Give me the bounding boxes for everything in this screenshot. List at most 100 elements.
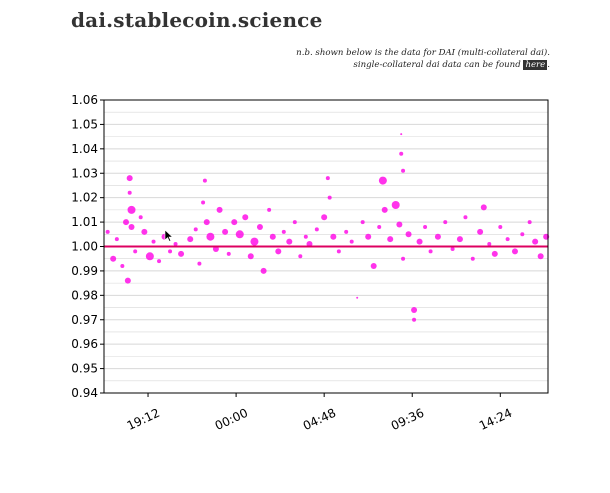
price-point (505, 237, 510, 242)
price-point (269, 233, 276, 240)
price-point (377, 224, 382, 229)
price-point (401, 256, 406, 261)
price-point (216, 206, 223, 213)
y-tick-label: 0.96 (71, 337, 98, 351)
price-point (247, 253, 254, 260)
price-point (356, 296, 359, 299)
y-tick-label: 0.94 (71, 386, 98, 400)
price-point (222, 228, 229, 235)
price-point (400, 133, 403, 136)
price-point (480, 204, 487, 211)
price-point (127, 205, 136, 214)
price-point (470, 256, 475, 261)
price-point (203, 219, 210, 226)
price-point (145, 252, 154, 261)
price-point (298, 254, 303, 259)
price-point (491, 250, 498, 257)
price-point (242, 214, 249, 221)
y-tick-label: 1.04 (71, 142, 98, 156)
price-point (428, 249, 433, 254)
axes: 1.06 1.05 1.04 1.03 1.02 1.01 1.00 0.99 0.98 0.97… (71, 93, 549, 433)
y-tick-label: 0.95 (71, 362, 98, 376)
y-tick-label: 0.99 (71, 264, 98, 278)
price-point (126, 175, 133, 182)
price-point (157, 259, 162, 264)
price-point (168, 249, 173, 254)
price-points (105, 133, 550, 322)
price-point (133, 249, 138, 254)
price-point (391, 200, 400, 209)
x-tick-label: 00:00 (213, 406, 250, 433)
price-point (434, 233, 441, 240)
x-tick-label: 14:24 (477, 406, 514, 433)
price-point (314, 227, 319, 232)
price-point (226, 251, 231, 256)
price-point (105, 229, 110, 234)
price-point (330, 233, 337, 240)
single-collateral-link[interactable]: here (523, 59, 548, 70)
price-point (120, 264, 125, 269)
price-point (365, 233, 372, 240)
price-point (151, 239, 156, 244)
price-point (423, 224, 428, 229)
price-point (498, 224, 503, 229)
price-point (412, 317, 417, 322)
site-title: dai.stablecoin.science (71, 8, 323, 32)
price-point (202, 178, 207, 183)
price-point (250, 237, 259, 246)
mouse-pointer-icon (164, 229, 174, 242)
price-point (141, 228, 148, 235)
price-point (378, 176, 387, 185)
y-tick-label: 1.00 (71, 240, 98, 254)
price-point (138, 215, 143, 220)
price-point (325, 176, 330, 181)
price-point (127, 190, 132, 195)
price-point (275, 248, 282, 255)
x-tick-label: 19:12 (125, 406, 162, 433)
y-tick-label: 1.01 (71, 215, 98, 229)
price-point (401, 168, 406, 173)
x-tick-label: 09:36 (389, 406, 426, 433)
price-point (197, 261, 202, 266)
price-point (206, 232, 215, 241)
price-point (193, 227, 198, 232)
price-point (114, 237, 119, 242)
price-point (327, 195, 332, 200)
price-point (360, 220, 365, 225)
price-point (231, 219, 238, 226)
price-point (173, 242, 178, 247)
price-point (532, 238, 539, 245)
price-point (260, 267, 267, 274)
price-point (405, 231, 412, 238)
price-point (477, 228, 484, 235)
price-point (110, 255, 117, 262)
price-point (450, 246, 455, 251)
price-point (487, 242, 492, 247)
note-line-2: single-collateral dai data can be found … (296, 59, 550, 72)
price-point (235, 230, 244, 239)
price-point (527, 220, 532, 225)
price-point (416, 238, 423, 245)
price-point (321, 214, 328, 221)
x-tick-label: 04:48 (301, 406, 338, 433)
price-point (381, 206, 388, 213)
note-line-2-suffix: . (547, 59, 550, 70)
y-tick-label: 0.98 (71, 288, 98, 302)
price-point (336, 249, 341, 254)
price-point (411, 306, 418, 313)
price-point (387, 236, 394, 243)
y-tick-label: 1.05 (71, 117, 98, 131)
price-point (370, 263, 377, 270)
price-point (124, 277, 131, 284)
y-tick-label: 1.02 (71, 191, 98, 205)
price-point (256, 223, 263, 230)
price-point (123, 219, 130, 226)
price-point (443, 220, 448, 225)
price-point (128, 223, 135, 230)
price-point (456, 236, 463, 243)
price-point (303, 234, 308, 239)
mouse-cursor (164, 229, 174, 242)
y-tick-label: 0.97 (71, 313, 98, 327)
price-point (511, 248, 518, 255)
